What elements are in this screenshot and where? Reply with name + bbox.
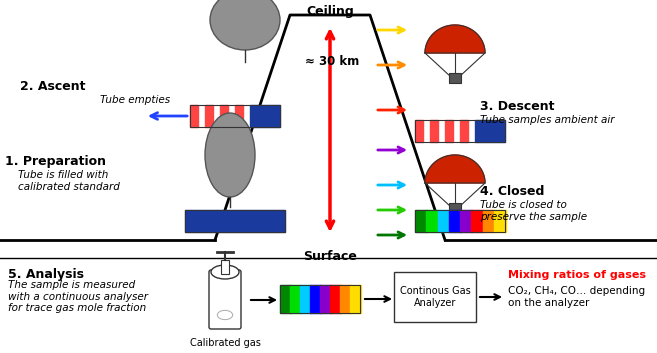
- Bar: [415, 210, 505, 232]
- Text: Mixing ratios of gases: Mixing ratios of gases: [508, 270, 646, 280]
- Bar: [250, 105, 280, 127]
- Bar: [320, 285, 330, 313]
- Text: ≈ 30 km: ≈ 30 km: [305, 55, 359, 68]
- Text: Calibrated gas: Calibrated gas: [190, 338, 260, 348]
- FancyBboxPatch shape: [394, 272, 476, 322]
- Text: CO₂, CH₄, CO… depending
on the analyzer: CO₂, CH₄, CO… depending on the analyzer: [508, 286, 645, 307]
- Ellipse shape: [205, 113, 255, 197]
- Bar: [426, 210, 438, 232]
- Bar: [438, 210, 449, 232]
- Bar: [340, 285, 350, 313]
- Bar: [460, 120, 468, 142]
- Bar: [190, 105, 198, 127]
- Bar: [415, 120, 422, 142]
- Bar: [280, 285, 360, 313]
- Bar: [415, 120, 475, 142]
- Bar: [235, 105, 242, 127]
- Ellipse shape: [211, 265, 239, 279]
- Bar: [445, 120, 453, 142]
- Bar: [190, 105, 250, 127]
- Bar: [185, 210, 285, 232]
- Bar: [475, 120, 505, 142]
- Text: 3. Descent: 3. Descent: [480, 100, 555, 113]
- Bar: [290, 285, 300, 313]
- Bar: [449, 203, 461, 213]
- Text: The sample is measured
with a continuous analyser
for trace gas mole fraction: The sample is measured with a continuous…: [8, 280, 148, 313]
- Text: Continous Gas
Analyzer: Continous Gas Analyzer: [399, 286, 470, 308]
- Bar: [471, 210, 483, 232]
- Bar: [494, 210, 505, 232]
- Bar: [300, 285, 311, 313]
- Bar: [449, 210, 461, 232]
- FancyBboxPatch shape: [209, 270, 241, 329]
- Bar: [330, 285, 340, 313]
- Text: Surface: Surface: [303, 250, 357, 263]
- Text: Tube samples ambient air: Tube samples ambient air: [480, 115, 614, 125]
- Bar: [190, 105, 280, 127]
- Text: Tube is filled with
calibrated standard: Tube is filled with calibrated standard: [18, 170, 120, 192]
- Text: 1. Preparation: 1. Preparation: [5, 155, 106, 168]
- Text: Tube empties: Tube empties: [100, 95, 170, 105]
- Bar: [280, 285, 290, 313]
- Bar: [482, 210, 494, 232]
- Ellipse shape: [210, 0, 280, 50]
- Polygon shape: [425, 155, 485, 183]
- Text: Ceiling: Ceiling: [306, 5, 354, 18]
- Text: 4. Closed: 4. Closed: [480, 185, 545, 198]
- Text: 2. Ascent: 2. Ascent: [20, 80, 85, 93]
- Bar: [221, 260, 229, 274]
- Polygon shape: [425, 25, 485, 53]
- Bar: [415, 210, 427, 232]
- Bar: [449, 73, 461, 83]
- Bar: [185, 210, 285, 232]
- Text: Tube is closed to
preserve the sample: Tube is closed to preserve the sample: [480, 200, 587, 222]
- Text: 5. Analysis: 5. Analysis: [8, 268, 84, 281]
- Bar: [220, 105, 227, 127]
- Bar: [415, 120, 505, 142]
- Bar: [460, 210, 472, 232]
- Bar: [310, 285, 321, 313]
- Bar: [430, 120, 438, 142]
- Bar: [205, 105, 212, 127]
- Ellipse shape: [217, 310, 233, 319]
- Bar: [350, 285, 361, 313]
